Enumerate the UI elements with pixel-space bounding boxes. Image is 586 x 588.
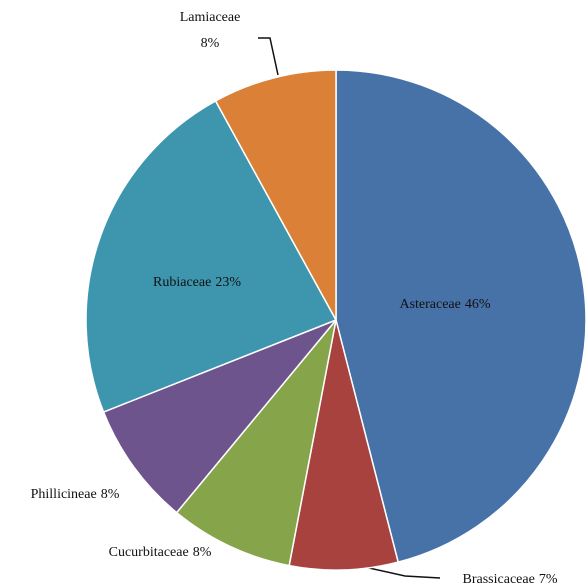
pie-slice (335, 69, 586, 564)
slice-name: Cucurbitaceae (109, 545, 189, 560)
pie-slice (175, 319, 337, 567)
slice-value-label: 8% (193, 545, 212, 560)
slice-name: Asteraceae (399, 297, 460, 312)
slice-label: Asteraceae 46% (399, 297, 490, 312)
slice-label: Lamiaceae (180, 10, 241, 25)
pie-slice (85, 99, 338, 414)
slice-value-label: 46% (465, 297, 491, 312)
pie-slice (102, 319, 337, 514)
slice-label: Phillicineae 8% (31, 487, 120, 502)
leader-line (359, 565, 441, 579)
slice-label: Cucurbitaceae 8% (109, 545, 212, 560)
slice-value-label: 23% (215, 275, 241, 290)
slice-name: Rubiaceae (153, 275, 211, 290)
slice-value-label: 8% (101, 487, 120, 502)
pie-slice (288, 319, 400, 571)
slice-name: Brassicaceae (463, 572, 535, 587)
slice-value-label: 8% (201, 36, 220, 51)
pie-slice (214, 69, 337, 321)
slice-name: Phillicineae (31, 487, 97, 502)
slice-label: Rubiaceae 23% (153, 275, 241, 290)
slice-value-label: 7% (539, 572, 558, 587)
slice-label: Brassicaceae 7% (463, 572, 558, 587)
leader-line (258, 37, 279, 76)
